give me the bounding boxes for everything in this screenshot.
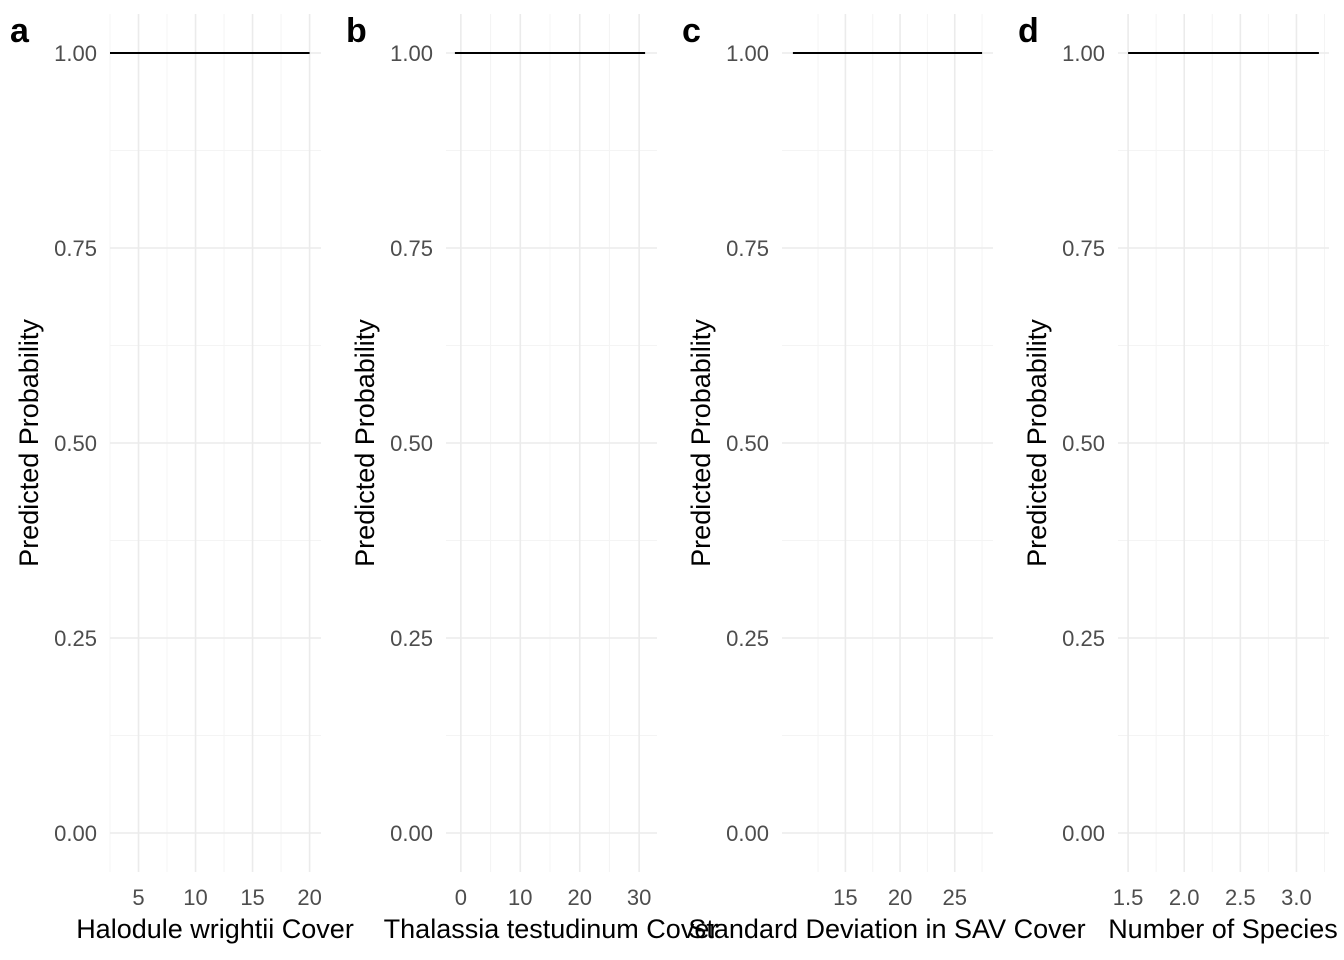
y-tick-label: 0.00 bbox=[390, 821, 433, 846]
x-tick-label: 3.0 bbox=[1281, 885, 1312, 910]
y-axis-title: Predicted Probability bbox=[350, 319, 380, 567]
x-axis-title: Standard Deviation in SAV Cover bbox=[688, 914, 1085, 944]
y-tick-label: 0.00 bbox=[726, 821, 769, 846]
x-tick-label: 5 bbox=[132, 885, 144, 910]
panel-c: 0.00 0.25 0.50 0.75 1.00 15 20 25 Standard Devia… bbox=[682, 12, 1086, 944]
panel-a: 0.00 0.25 0.50 0.75 1.00 5 10 15 20 Halodule wrig… bbox=[10, 12, 354, 944]
x-tick-label: 20 bbox=[567, 885, 591, 910]
x-tick-label: 25 bbox=[942, 885, 966, 910]
y-tick-label: 0.75 bbox=[1062, 236, 1105, 261]
x-tick-label: 1.5 bbox=[1113, 885, 1144, 910]
y-tick-label: 0.50 bbox=[54, 431, 97, 456]
y-axis-title: Predicted Probability bbox=[686, 319, 716, 567]
x-tick-label: 15 bbox=[240, 885, 264, 910]
y-tick-label: 0.75 bbox=[54, 236, 97, 261]
x-tick-label: 2.5 bbox=[1225, 885, 1256, 910]
x-tick-label: 0 bbox=[455, 885, 467, 910]
y-tick-label: 0.75 bbox=[726, 236, 769, 261]
y-tick-label: 1.00 bbox=[726, 41, 769, 66]
x-tick-label: 10 bbox=[183, 885, 207, 910]
y-tick-label: 0.50 bbox=[390, 431, 433, 456]
panel-tag: c bbox=[682, 12, 701, 50]
panel-tag: b bbox=[346, 12, 367, 50]
x-tick-label: 15 bbox=[833, 885, 857, 910]
y-tick-label: 0.50 bbox=[726, 431, 769, 456]
y-axis-title: Predicted Probability bbox=[1022, 319, 1052, 567]
y-tick-label: 0.25 bbox=[726, 626, 769, 651]
x-tick-label: 2.0 bbox=[1169, 885, 1200, 910]
panel-tag: a bbox=[10, 12, 30, 50]
y-tick-label: 0.00 bbox=[1062, 821, 1105, 846]
y-tick-label: 1.00 bbox=[1062, 41, 1105, 66]
x-axis-title: Thalassia testudinum Cover bbox=[384, 914, 719, 944]
y-tick-label: 1.00 bbox=[390, 41, 433, 66]
x-tick-label: 10 bbox=[508, 885, 532, 910]
x-tick-label: 20 bbox=[888, 885, 912, 910]
y-tick-label: 0.25 bbox=[1062, 626, 1105, 651]
y-tick-label: 0.75 bbox=[390, 236, 433, 261]
y-tick-label: 0.50 bbox=[1062, 431, 1105, 456]
panel-b: 0.00 0.25 0.50 0.75 1.00 0 10 20 30 Thalassia tes… bbox=[346, 12, 718, 944]
x-tick-label: 20 bbox=[297, 885, 321, 910]
panel-d: 0.00 0.25 0.50 0.75 1.00 1.5 2.0 2.5 3.0 Number o… bbox=[1018, 12, 1338, 944]
x-tick-label: 30 bbox=[627, 885, 651, 910]
y-tick-label: 0.00 bbox=[54, 821, 97, 846]
y-axis-title: Predicted Probability bbox=[14, 319, 44, 567]
y-tick-label: 1.00 bbox=[54, 41, 97, 66]
x-axis-title: Number of Species bbox=[1108, 914, 1338, 944]
x-axis-title: Halodule wrightii Cover bbox=[76, 914, 354, 944]
y-tick-label: 0.25 bbox=[54, 626, 97, 651]
panel-tag: d bbox=[1018, 12, 1039, 50]
y-tick-label: 0.25 bbox=[390, 626, 433, 651]
